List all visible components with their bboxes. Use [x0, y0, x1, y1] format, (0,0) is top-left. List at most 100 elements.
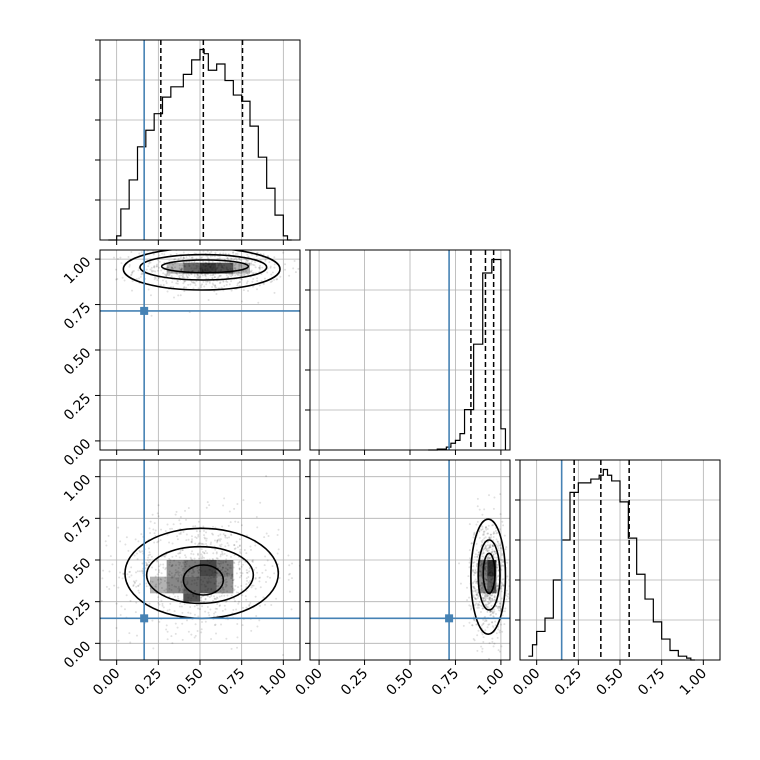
sample-point	[168, 274, 171, 277]
sample-point	[202, 250, 205, 253]
sample-point	[236, 282, 239, 285]
x-tick-label: 0.50	[383, 666, 416, 699]
sample-point	[230, 534, 233, 537]
sample-point	[192, 525, 195, 528]
sample-point	[489, 610, 492, 613]
sample-point	[254, 577, 257, 580]
sample-point	[212, 552, 215, 555]
sample-point	[150, 314, 153, 317]
sample-point	[132, 583, 135, 586]
sample-point	[499, 547, 502, 550]
sample-point	[149, 553, 152, 556]
sample-point	[487, 603, 490, 606]
panel-frame	[99, 39, 301, 241]
sample-point	[170, 576, 173, 579]
sample-point	[469, 557, 472, 560]
sample-point	[205, 539, 208, 542]
sample-point	[235, 540, 238, 543]
sample-point	[492, 539, 495, 542]
sample-point	[496, 540, 499, 543]
sample-point	[217, 534, 220, 537]
sample-point	[105, 585, 108, 588]
sample-point	[222, 591, 225, 594]
sample-point	[474, 570, 477, 573]
sample-point	[200, 557, 203, 560]
sample-point	[481, 589, 484, 592]
sample-point	[482, 555, 485, 558]
sample-point	[147, 288, 150, 291]
sample-point	[482, 641, 485, 644]
sample-point	[245, 606, 248, 609]
sample-point	[162, 272, 165, 275]
sample-point	[251, 253, 254, 256]
sample-point	[121, 577, 124, 580]
sample-point	[130, 250, 133, 253]
sample-point	[200, 628, 203, 631]
sample-point	[219, 539, 222, 542]
sample-point	[481, 596, 484, 599]
sample-point	[187, 538, 190, 541]
sample-point	[475, 582, 478, 585]
sample-point	[125, 536, 128, 539]
sample-point	[474, 571, 477, 574]
sample-point	[486, 558, 489, 561]
sample-point	[233, 597, 236, 600]
sample-point	[486, 595, 489, 598]
sample-point	[157, 601, 160, 604]
sample-point	[246, 260, 249, 263]
sample-point	[238, 258, 241, 261]
sample-point	[497, 628, 500, 631]
sample-point	[226, 590, 229, 593]
sample-point	[204, 550, 207, 553]
sample-point	[481, 607, 484, 610]
sample-point	[492, 599, 495, 602]
sample-point	[273, 572, 276, 575]
sample-point	[233, 258, 236, 261]
sample-point	[166, 273, 169, 276]
sample-point	[232, 578, 235, 581]
sample-point	[242, 274, 245, 277]
sample-point	[471, 570, 474, 573]
sample-point	[490, 533, 493, 536]
sample-point	[488, 546, 491, 549]
sample-point	[177, 561, 180, 564]
sample-point	[161, 279, 164, 282]
sample-point	[182, 251, 185, 254]
sample-point	[484, 594, 487, 597]
sample-point	[178, 574, 181, 577]
sample-point	[212, 599, 215, 602]
sample-point	[119, 571, 122, 574]
sample-point	[192, 281, 195, 284]
sample-point	[165, 274, 168, 277]
sample-point	[94, 578, 96, 580]
sample-point	[144, 567, 147, 570]
sample-point	[138, 570, 141, 573]
sample-point	[141, 569, 144, 572]
sample-point	[170, 266, 173, 269]
sample-point	[468, 561, 471, 564]
sample-point	[218, 538, 221, 541]
sample-point	[156, 263, 159, 266]
sample-point	[287, 573, 290, 576]
sample-point	[166, 266, 169, 269]
sample-point	[251, 280, 254, 283]
sample-point	[229, 555, 232, 558]
sample-point	[493, 550, 496, 553]
sample-point	[256, 526, 259, 529]
sample-point	[130, 274, 133, 277]
sample-point	[477, 592, 480, 595]
sample-point	[168, 259, 171, 262]
sample-point	[151, 270, 154, 273]
sample-point	[287, 554, 290, 557]
sample-point	[59, 264, 61, 266]
sample-point	[235, 608, 238, 611]
sample-point	[491, 611, 494, 614]
sample-point	[276, 278, 279, 281]
panel-frame	[519, 459, 721, 661]
sample-point	[165, 588, 168, 591]
sample-point	[233, 554, 236, 557]
sample-point	[488, 611, 491, 614]
sample-point	[242, 269, 245, 272]
sample-point	[241, 606, 244, 609]
sample-point	[234, 257, 237, 260]
